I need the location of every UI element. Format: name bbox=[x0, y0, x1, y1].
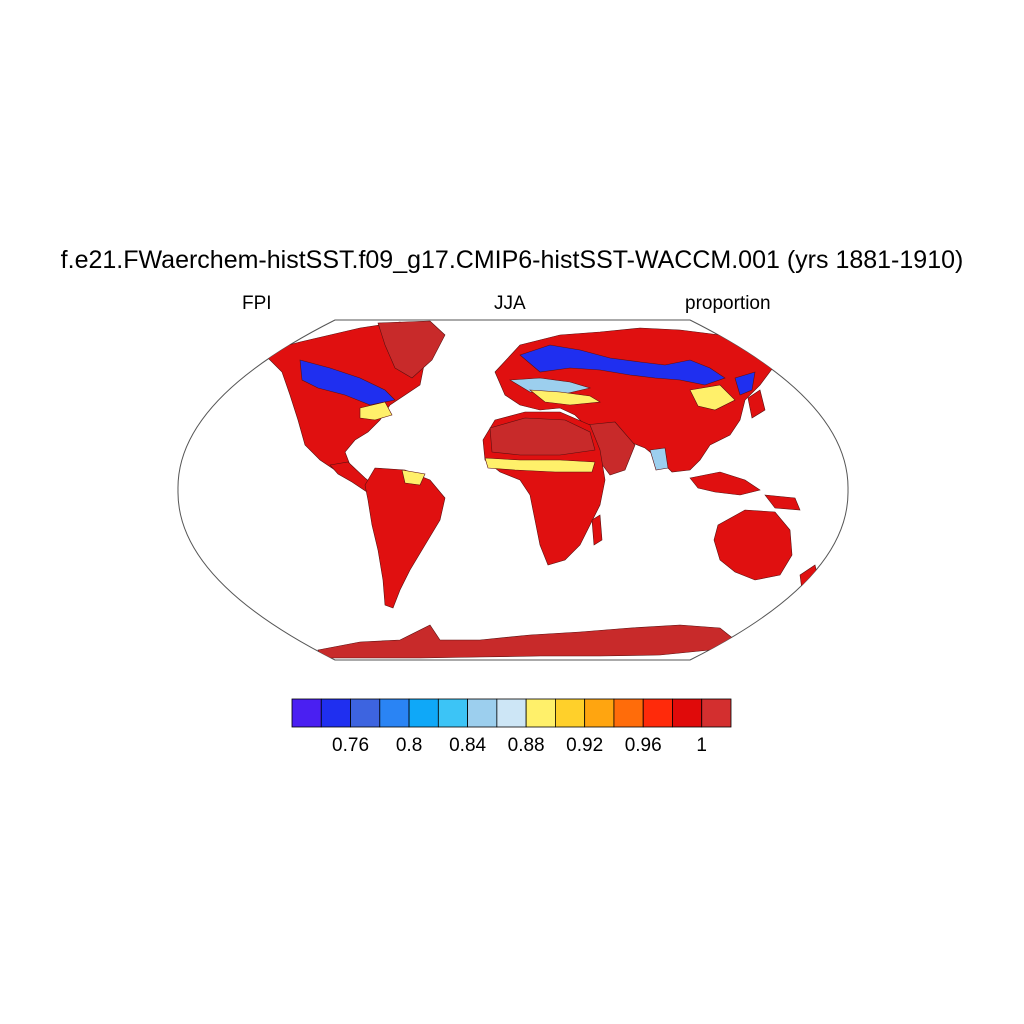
colorbar-swatch bbox=[408, 698, 439, 728]
colorbar-swatch bbox=[525, 698, 556, 728]
japan bbox=[747, 389, 766, 419]
variable-label: FPI bbox=[242, 293, 272, 314]
colorbar-swatch bbox=[467, 698, 498, 728]
colorbar-swatch bbox=[701, 698, 732, 728]
colorbar-swatch bbox=[613, 698, 644, 728]
south-america-yellow-patch bbox=[401, 469, 426, 486]
season-label: JJA bbox=[494, 293, 526, 314]
colorbar-swatch bbox=[437, 698, 469, 728]
eurasia-blue-band bbox=[519, 344, 726, 386]
sahel-yellow-band bbox=[484, 457, 596, 473]
colorbar-swatch bbox=[672, 698, 703, 728]
colorbar-tick-label: 0.76 bbox=[332, 735, 370, 756]
greenland bbox=[377, 320, 446, 379]
south-america bbox=[364, 467, 446, 609]
colorbar-tick-label: 0.88 bbox=[507, 735, 545, 756]
antarctica bbox=[317, 624, 736, 659]
sahara bbox=[489, 417, 596, 456]
asia-blue-patch bbox=[734, 371, 756, 396]
madagascar bbox=[591, 514, 603, 546]
australia bbox=[713, 509, 793, 581]
new-guinea bbox=[764, 494, 801, 511]
units-label: proportion bbox=[685, 293, 771, 314]
colorbar-swatch bbox=[320, 698, 351, 728]
north-america-yellow-patch bbox=[359, 401, 393, 421]
colorbar-swatch bbox=[496, 698, 527, 728]
colorbar-tick-label: 0.8 bbox=[395, 735, 423, 756]
colorbar-swatch bbox=[555, 698, 586, 728]
colorbar-swatch bbox=[642, 698, 673, 728]
colorbar-swatch bbox=[350, 698, 381, 728]
eurasia-light-band bbox=[509, 377, 592, 396]
colorbar-tick-label: 0.96 bbox=[624, 735, 662, 756]
indonesia bbox=[689, 471, 761, 496]
colorbar-tick-label: 0.84 bbox=[449, 735, 487, 756]
map-title: f.e21.FWaerchem-histSST.f09_g17.CMIP6-hi… bbox=[60, 246, 964, 274]
asia-yellow-patch bbox=[689, 384, 736, 411]
colorbar-swatch bbox=[379, 698, 410, 728]
colorbar-tick-label: 1 bbox=[696, 735, 708, 756]
colorbar-swatch bbox=[291, 698, 322, 728]
colorbar-swatch bbox=[584, 698, 615, 728]
colorbar-tick-label: 0.92 bbox=[566, 735, 604, 756]
eurasia-yellow-band bbox=[529, 389, 601, 406]
south-asia-blue-patch bbox=[649, 447, 669, 471]
